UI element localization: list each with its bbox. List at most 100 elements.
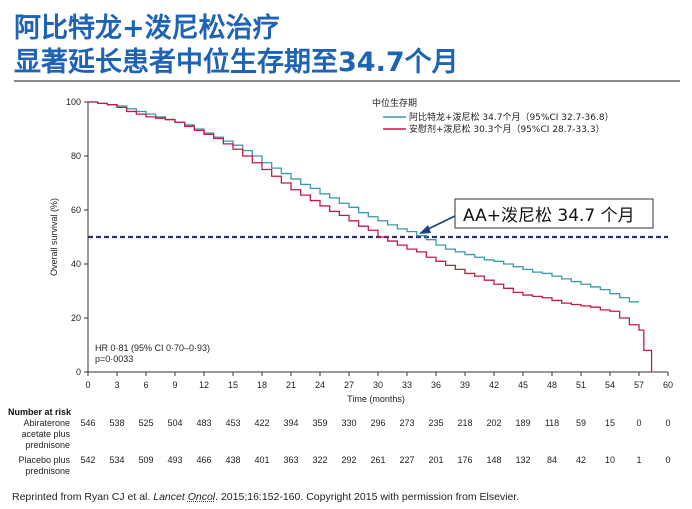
risk-table-cell: 10 [605, 455, 615, 465]
x-tick-label: 12 [199, 380, 209, 390]
citation-prefix: Reprinted from Ryan CJ et al. [12, 491, 154, 503]
legend-label-placebo: 安慰剂+泼尼松 30.3个月（95%CI 28.7-33.3） [409, 123, 605, 135]
risk-table-cell: 534 [109, 455, 124, 465]
y-tick-label: 60 [71, 205, 81, 215]
survival-curve-placebo [88, 101, 653, 372]
risk-table-cell: 363 [283, 455, 298, 465]
x-tick-label: 60 [663, 380, 673, 390]
risk-table-title: Number at risk [8, 407, 72, 417]
x-tick-label: 54 [605, 380, 615, 390]
annotation-text: AA+泼尼松 34.7 个月 [463, 206, 635, 226]
title-divider [14, 80, 680, 82]
citation-journal-abbrev: Oncol [187, 491, 216, 503]
risk-table-cell: 1 [636, 455, 641, 465]
risk-table-cell: 0 [665, 455, 670, 465]
x-tick-label: 9 [172, 380, 177, 390]
risk-table-cell: 422 [254, 418, 269, 428]
y-tick-label: 80 [71, 151, 81, 161]
risk-table-cell: 148 [486, 455, 501, 465]
risk-table-cell: 261 [370, 455, 385, 465]
risk-table-cell: 189 [515, 418, 530, 428]
x-tick-label: 24 [315, 380, 325, 390]
x-tick-label: 3 [114, 380, 119, 390]
risk-table-cell: 401 [254, 455, 269, 465]
risk-table-cell: 292 [341, 455, 356, 465]
risk-table-cell: 483 [196, 418, 211, 428]
risk-table-cell: 493 [167, 455, 182, 465]
risk-table-cell: 394 [283, 418, 298, 428]
y-tick-label: 0 [76, 367, 81, 377]
x-tick-label: 57 [634, 380, 644, 390]
annotation-arrowhead [419, 225, 431, 234]
risk-table-cell: 359 [312, 418, 327, 428]
hr-text: HR 0·81 (95% CI 0·70–0·93) [95, 343, 210, 353]
citation: Reprinted from Ryan CJ et al. Lancet Onc… [12, 491, 519, 503]
y-tick-label: 40 [71, 259, 81, 269]
risk-table-cell: 296 [370, 418, 385, 428]
risk-table-cell: 235 [428, 418, 443, 428]
risk-table-cell: 466 [196, 455, 211, 465]
x-tick-label: 36 [431, 380, 441, 390]
risk-table-cell: 330 [341, 418, 356, 428]
risk-table-cell: 438 [225, 455, 240, 465]
annotation-arrow [425, 215, 456, 231]
risk-table-cell: 201 [428, 455, 443, 465]
slide-title-line2: 显著延长患者中位生存期至34.7个月 [14, 47, 459, 78]
annotation-box [454, 198, 654, 229]
risk-table-cell: 218 [457, 418, 472, 428]
risk-row-label: Abiraterone [23, 418, 70, 428]
risk-row-label: prednisone [25, 440, 70, 450]
risk-table-cell: 322 [312, 455, 327, 465]
x-tick-label: 48 [547, 380, 557, 390]
y-tick-label: 100 [66, 97, 81, 107]
legend-label-aa: 阿比特龙+泼尼松 34.7个月（95%CI 32.7-36.8） [409, 111, 614, 123]
x-tick-label: 51 [576, 380, 586, 390]
x-tick-label: 39 [460, 380, 470, 390]
risk-table-cell: 273 [399, 418, 414, 428]
risk-row-label: acetate plus [21, 429, 70, 439]
x-tick-label: 21 [286, 380, 296, 390]
x-tick-label: 18 [257, 380, 267, 390]
y-tick-label: 20 [71, 313, 81, 323]
risk-table-cell: 504 [167, 418, 182, 428]
y-axis-label: Overall survival (%) [49, 198, 59, 276]
risk-table-cell: 227 [399, 455, 414, 465]
risk-table-cell: 0 [665, 418, 670, 428]
risk-table-cell: 176 [457, 455, 472, 465]
risk-table-cell: 132 [515, 455, 530, 465]
risk-table-cell: 15 [605, 418, 615, 428]
x-tick-label: 6 [143, 380, 148, 390]
risk-table-cell: 542 [80, 455, 95, 465]
citation-journal: Lancet [153, 491, 185, 503]
p-value-text: p=0·0033 [95, 354, 133, 364]
risk-row-label: prednisone [25, 466, 70, 476]
risk-table-cell: 525 [138, 418, 153, 428]
chart-axes [84, 101, 669, 376]
risk-table-cell: 59 [576, 418, 586, 428]
risk-table-cell: 84 [547, 455, 557, 465]
risk-table-cell: 538 [109, 418, 124, 428]
citation-suffix: . 2015;16:152-160. Copyright 2015 with p… [215, 491, 520, 503]
risk-row-label: Placebo plus [18, 455, 70, 465]
risk-table-cell: 0 [636, 418, 641, 428]
risk-table-cell: 453 [225, 418, 240, 428]
x-axis-label: Time (months) [347, 394, 405, 404]
risk-table-cell: 118 [545, 418, 559, 428]
risk-table-cell: 202 [486, 418, 501, 428]
survival-curves [88, 101, 653, 372]
x-tick-label: 45 [518, 380, 528, 390]
x-tick-label: 33 [402, 380, 412, 390]
x-tick-label: 30 [373, 380, 383, 390]
x-tick-label: 27 [344, 380, 354, 390]
slide-title-line1: 阿比特龙+泼尼松治疗 [14, 13, 280, 44]
x-tick-label: 42 [489, 380, 499, 390]
legend-title: 中位生存期 [372, 97, 417, 109]
x-tick-label: 15 [228, 380, 238, 390]
x-tick-label: 0 [85, 380, 90, 390]
risk-table-cell: 42 [576, 455, 586, 465]
risk-table-cell: 546 [80, 418, 95, 428]
risk-table-cell: 509 [138, 455, 153, 465]
